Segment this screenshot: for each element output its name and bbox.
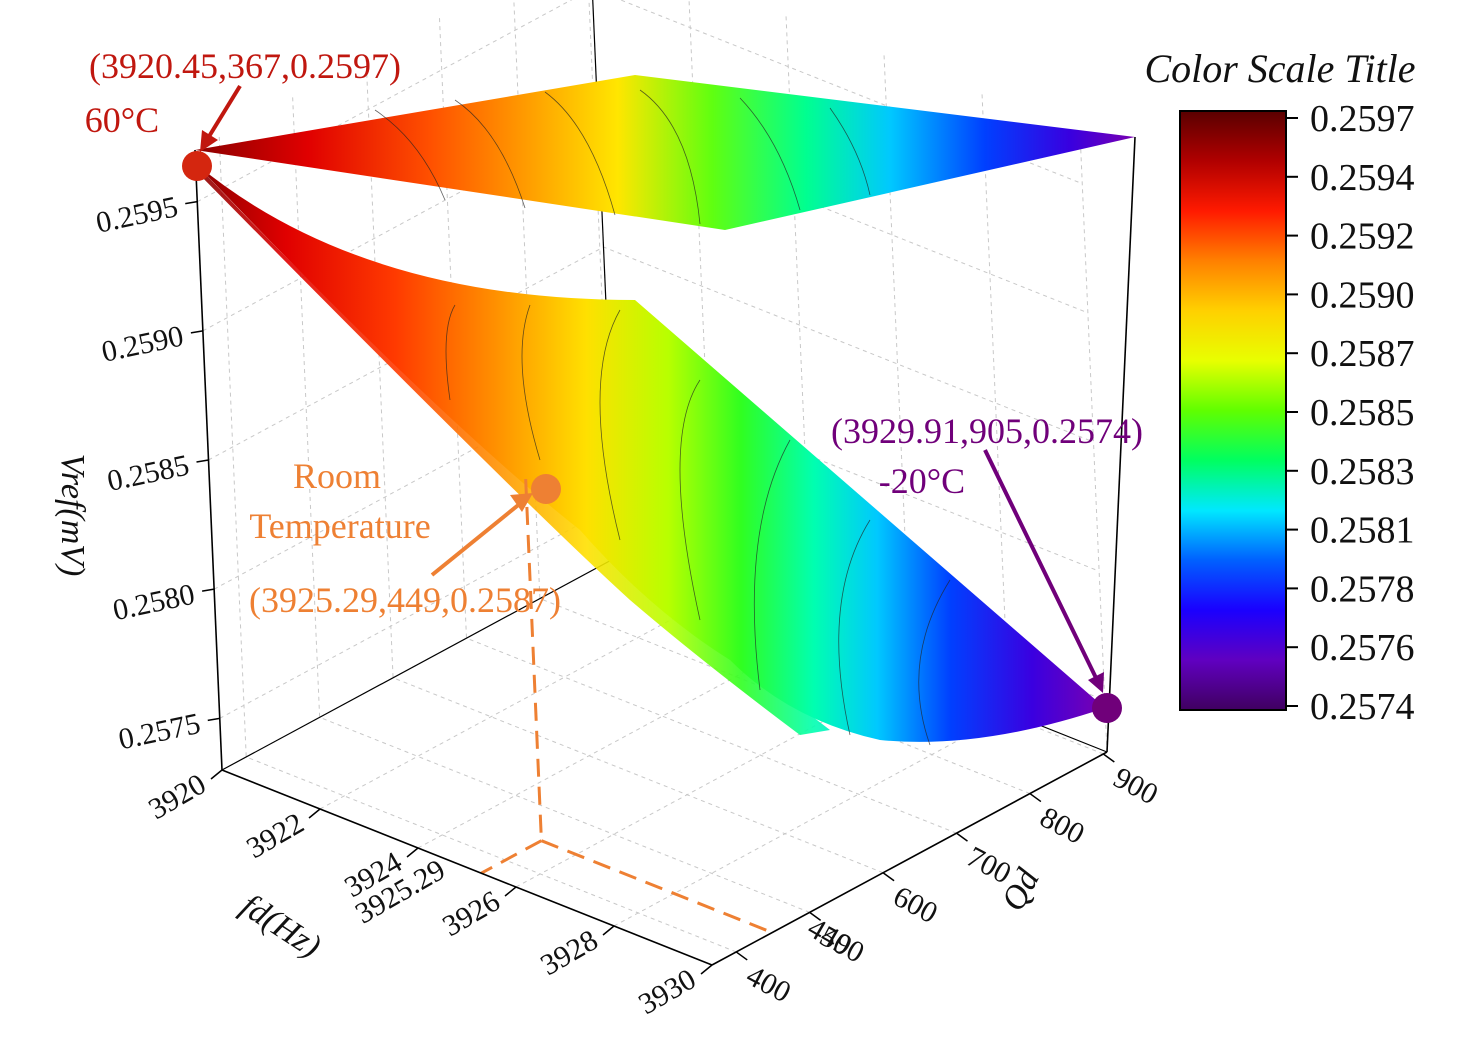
color-scale-tick-label: 0.2592 — [1310, 216, 1415, 258]
annotation-60c-arrowhead — [200, 130, 218, 152]
drop-line-vertical — [524, 478, 543, 841]
y-tick-label: 600 — [888, 880, 943, 930]
top-projection-surface — [195, 75, 1135, 230]
color-scale-bar — [1179, 110, 1287, 711]
annotation-room-arrow — [430, 500, 524, 577]
x-tick-label: 3928 — [535, 923, 603, 982]
z-tick-mark — [207, 717, 220, 722]
y-tick-mark — [956, 832, 968, 842]
z-tick-label: 0.2575 — [116, 707, 204, 756]
color-scale-tick-label: 0.2597 — [1310, 98, 1415, 140]
x-axis-title: fd(Hz) — [234, 887, 327, 965]
annotation-minus20c-arrowhead — [1088, 672, 1104, 693]
annotation-minus20c: (3929.91,905,0.2574) -20°C — [831, 411, 1143, 723]
y-tick-mark — [735, 951, 748, 961]
annotation-60c-coords: (3920.45,367,0.2597) — [89, 46, 401, 86]
color-scale-tick-label: 0.2587 — [1310, 333, 1415, 375]
z-tick-mark — [202, 588, 215, 592]
z-tick-label: 0.2595 — [93, 190, 181, 239]
x-tick-mark — [308, 808, 321, 819]
annotation-60c-label: 60°C — [85, 100, 159, 140]
y-tick-label: 800 — [1035, 801, 1090, 851]
annotation-room-coords: (3925.29,449,0.2587) — [249, 580, 561, 620]
x-tick-mark — [602, 925, 615, 936]
y-tick-mark — [1029, 792, 1042, 803]
annotations: (3920.45,367,0.2597) 60°C Room Temperatu… — [85, 46, 1143, 723]
y-tick-mark — [809, 911, 822, 921]
annotation-minus20c-marker — [1092, 693, 1122, 723]
x-tick-label: 3926 — [437, 884, 505, 943]
x-tick-label: 3930 — [633, 962, 701, 1021]
y-tick-mark — [1102, 753, 1115, 763]
y-tick-label: 400 — [741, 959, 796, 1009]
color-scale-tick-label: 0.2574 — [1310, 686, 1415, 728]
annotation-60c: (3920.45,367,0.2597) 60°C — [85, 46, 401, 181]
z-tick-label: 0.2585 — [104, 449, 192, 498]
drop-line-to-y — [540, 839, 773, 934]
annotation-room-arrowhead — [510, 493, 533, 512]
x-tick-mark — [406, 847, 419, 858]
color-scale-tick-label: 0.2581 — [1310, 510, 1415, 552]
main-surface — [195, 163, 1105, 742]
color-scale-tick-label: 0.2578 — [1310, 568, 1415, 610]
z-tick-mark — [190, 330, 203, 334]
annotation-minus20c-label: -20°C — [879, 461, 965, 501]
annotation-room-marker — [531, 474, 561, 504]
x-tick-label: 3920 — [143, 767, 211, 826]
z-tick-label: 0.2590 — [99, 319, 187, 368]
surface-contour-lines — [445, 304, 951, 746]
top-contour-lines — [374, 89, 871, 225]
z-tick-mark — [185, 200, 198, 205]
color-scale-tick-label: 0.2590 — [1310, 274, 1415, 316]
color-scale-ticks: 0.2597 0.2594 0.2592 0.2590 0.2587 0.2585 0.25… — [1286, 98, 1415, 728]
color-scale-tick-label: 0.2576 — [1310, 627, 1415, 669]
z-tick-mark — [196, 459, 209, 463]
y-tick-mark — [882, 872, 895, 882]
x-tick-mark — [210, 769, 223, 780]
annotation-minus20c-arrow — [983, 449, 1100, 683]
drop-line-to-x — [480, 839, 543, 875]
x-tick-mark — [504, 886, 517, 897]
x-tick-label: 3922 — [241, 806, 309, 865]
color-scale-tick-label: 0.2594 — [1310, 157, 1415, 199]
annotation-room: Room Temperature (3925.29,449,0.2587) — [249, 456, 561, 620]
color-scale-tick-label: 0.2583 — [1310, 451, 1415, 493]
color-scale-title: Color Scale Title — [1144, 46, 1415, 91]
color-scale: Color Scale Title 0.25970.25940.25920.25… — [1144, 46, 1415, 728]
annotation-room-label-line1: Room — [293, 456, 381, 496]
drop-lines — [480, 478, 773, 934]
z-tick-label: 0.2580 — [110, 578, 198, 627]
y-tick-label: 900 — [1108, 761, 1163, 811]
x-tick-mark — [700, 964, 713, 975]
color-scale-tick-label: 0.2585 — [1310, 392, 1415, 434]
annotation-60c-arrow — [203, 84, 242, 145]
box-back-edge — [221, 556, 618, 771]
annotation-60c-marker — [182, 151, 212, 181]
annotation-minus20c-coords: (3929.91,905,0.2574) — [831, 411, 1143, 451]
z-axis-title: Vref(mV) — [54, 454, 91, 577]
annotation-room-label-line2: Temperature — [249, 506, 430, 546]
